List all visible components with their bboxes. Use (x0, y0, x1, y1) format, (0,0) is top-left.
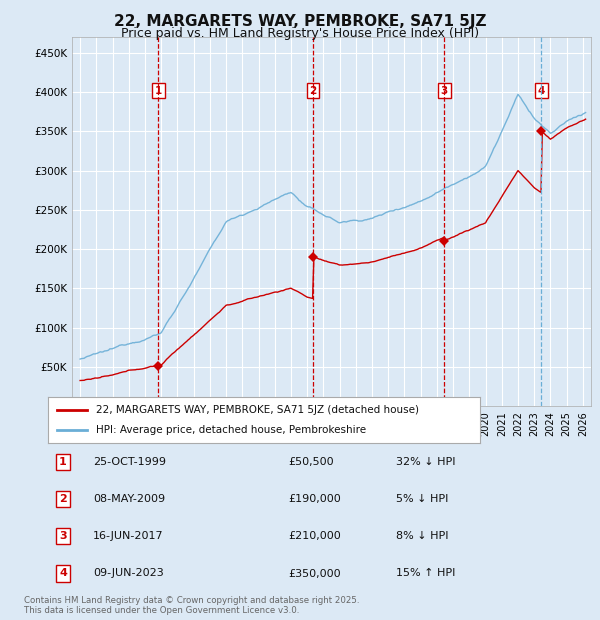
Text: 3: 3 (59, 531, 67, 541)
Text: 2: 2 (310, 86, 317, 95)
Text: Contains HM Land Registry data © Crown copyright and database right 2025.
This d: Contains HM Land Registry data © Crown c… (24, 596, 359, 615)
Text: HPI: Average price, detached house, Pembrokeshire: HPI: Average price, detached house, Pemb… (95, 425, 365, 435)
Text: £50,500: £50,500 (288, 457, 334, 467)
Text: 2: 2 (59, 494, 67, 504)
Text: 4: 4 (59, 569, 67, 578)
Text: 16-JUN-2017: 16-JUN-2017 (93, 531, 164, 541)
Text: 25-OCT-1999: 25-OCT-1999 (93, 457, 166, 467)
Text: 09-JUN-2023: 09-JUN-2023 (93, 569, 164, 578)
Text: £350,000: £350,000 (288, 569, 341, 578)
Text: 3: 3 (441, 86, 448, 95)
Text: 22, MARGARETS WAY, PEMBROKE, SA71 5JZ: 22, MARGARETS WAY, PEMBROKE, SA71 5JZ (114, 14, 486, 29)
Text: 8% ↓ HPI: 8% ↓ HPI (396, 531, 449, 541)
Text: 08-MAY-2009: 08-MAY-2009 (93, 494, 165, 504)
Text: 15% ↑ HPI: 15% ↑ HPI (396, 569, 455, 578)
Text: 22, MARGARETS WAY, PEMBROKE, SA71 5JZ (detached house): 22, MARGARETS WAY, PEMBROKE, SA71 5JZ (d… (95, 405, 419, 415)
Text: 5% ↓ HPI: 5% ↓ HPI (396, 494, 448, 504)
Text: 32% ↓ HPI: 32% ↓ HPI (396, 457, 455, 467)
Text: £210,000: £210,000 (288, 531, 341, 541)
Text: £190,000: £190,000 (288, 494, 341, 504)
Text: 1: 1 (59, 457, 67, 467)
Text: 1: 1 (155, 86, 162, 95)
Text: Price paid vs. HM Land Registry's House Price Index (HPI): Price paid vs. HM Land Registry's House … (121, 27, 479, 40)
Text: 4: 4 (538, 86, 545, 95)
